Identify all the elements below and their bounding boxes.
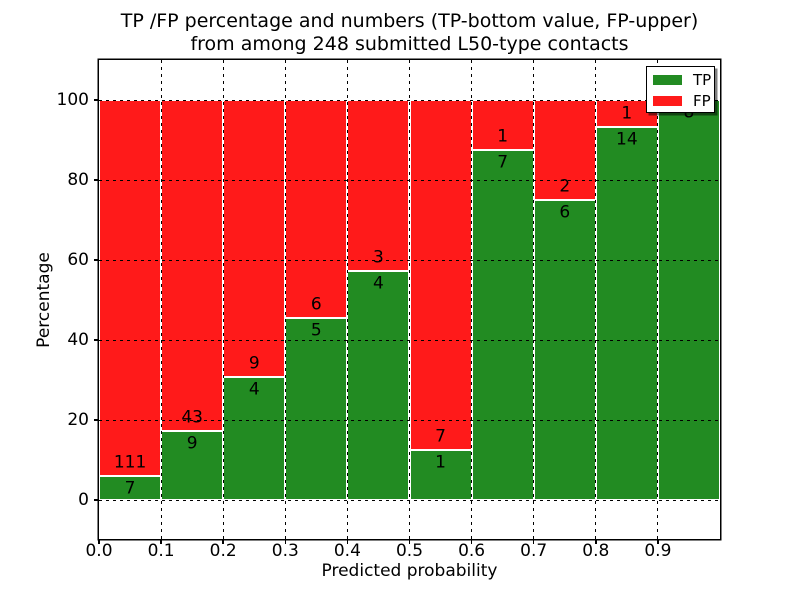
x-tick-label: 0.8 — [582, 541, 610, 561]
y-tick-label: 0 — [78, 490, 89, 510]
fp-count-label: 7 — [435, 426, 446, 447]
legend-label-tp: TP — [693, 70, 712, 89]
x-tick-label: 0.6 — [458, 541, 486, 561]
y-tick-label: 20 — [67, 410, 89, 430]
x-tick — [532, 539, 535, 544]
x-tick-label: 0.7 — [520, 541, 548, 561]
vertical-gridline — [346, 60, 348, 539]
vertical-gridline — [160, 60, 162, 539]
x-tick-label: 0.3 — [271, 541, 299, 561]
bar-segment-tp — [285, 318, 348, 500]
bar-segment-tp — [409, 450, 472, 500]
chart-title-line2: from among 248 submitted L50-type contac… — [190, 33, 629, 55]
x-tick-label: 0.4 — [333, 541, 361, 561]
x-tick-label: 0.0 — [85, 541, 113, 561]
vertical-gridline — [284, 60, 286, 539]
vertical-gridline — [533, 60, 535, 539]
bar-segment-tp — [595, 126, 658, 500]
bar-segment-tp — [471, 150, 534, 500]
y-tick — [94, 259, 99, 261]
y-tick-label: 100 — [56, 90, 89, 110]
fp-count-label: 1 — [497, 126, 509, 147]
bar-segment-fp — [223, 100, 286, 377]
bar-segment-tp — [223, 376, 286, 500]
y-tick — [94, 499, 99, 501]
legend-label-fp: FP — [693, 91, 711, 110]
x-tick — [346, 539, 349, 544]
tp-color-swatch — [653, 75, 682, 85]
vertical-gridline — [595, 60, 597, 539]
tp-count-label: 7 — [497, 152, 509, 173]
fp-count-label: 9 — [248, 353, 260, 374]
bar-segment-tp — [657, 100, 720, 500]
legend-entry-fp: FP — [653, 93, 714, 109]
x-tick — [595, 539, 597, 544]
fp-color-swatch — [653, 96, 682, 106]
legend-entry-tp: TP — [653, 72, 714, 88]
fp-count-label: 2 — [559, 176, 571, 197]
x-tick — [284, 539, 287, 544]
bar-segment-fp — [347, 100, 410, 272]
bar-segment-fp — [533, 100, 596, 200]
chart-title: TP /FP percentage and numbers (TP-bottom… — [99, 10, 720, 56]
x-tick — [470, 539, 473, 544]
chart-title-line1: TP /FP percentage and numbers (TP-bottom… — [120, 10, 699, 32]
x-tick-label: 0.1 — [147, 541, 175, 561]
bar-segment-fp — [99, 100, 162, 477]
x-tick-label: 0.2 — [209, 541, 237, 561]
fp-count-label: 1 — [621, 103, 633, 124]
bar-segment-tp — [99, 476, 162, 500]
y-tick — [94, 339, 99, 341]
tp-count-label: 9 — [186, 433, 198, 454]
bar-segment-tp — [533, 200, 596, 500]
bar-segment-fp — [409, 100, 472, 450]
x-tick — [222, 539, 224, 544]
x-tick-label: 0.5 — [395, 541, 424, 561]
fp-count-label: 3 — [373, 247, 384, 268]
y-tick — [94, 179, 99, 181]
bar-segment-tp — [347, 271, 410, 500]
bar-segment-tp — [161, 430, 224, 500]
x-tick — [160, 539, 162, 544]
fp-count-label: 111 — [113, 452, 147, 473]
y-tick-label: 40 — [67, 330, 89, 350]
y-tick — [94, 99, 99, 101]
fp-count-label: 43 — [181, 407, 203, 428]
plot-area: 111743994653471172611480.00.10.20.30.40.… — [57, 60, 720, 561]
x-tick-label: 0.9 — [644, 541, 672, 561]
y-tick-label: 60 — [67, 250, 89, 270]
tp-count-label: 7 — [124, 478, 136, 499]
vertical-gridline — [471, 60, 473, 539]
x-axis-label: Predicted probability — [321, 561, 498, 581]
y-tick-label: 80 — [67, 170, 89, 190]
x-tick — [657, 539, 659, 544]
legend: TP FP — [646, 66, 715, 113]
tp-count-label: 1 — [435, 452, 446, 473]
vertical-gridline — [409, 60, 410, 539]
tp-count-label: 6 — [559, 202, 571, 223]
bar-segment-fp — [285, 100, 348, 319]
vertical-gridline — [222, 60, 224, 539]
x-tick — [408, 539, 411, 544]
bar-segment-fp — [471, 100, 534, 150]
vertical-gridline — [657, 60, 659, 539]
tp-count-label: 5 — [310, 320, 322, 341]
bar-segment-fp — [161, 100, 224, 431]
tp-count-label: 4 — [373, 273, 384, 294]
tp-count-label: 4 — [248, 379, 260, 400]
y-tick — [94, 419, 99, 421]
tp-count-label: 14 — [616, 129, 638, 150]
fp-count-label: 6 — [310, 294, 322, 315]
x-tick — [98, 539, 100, 544]
